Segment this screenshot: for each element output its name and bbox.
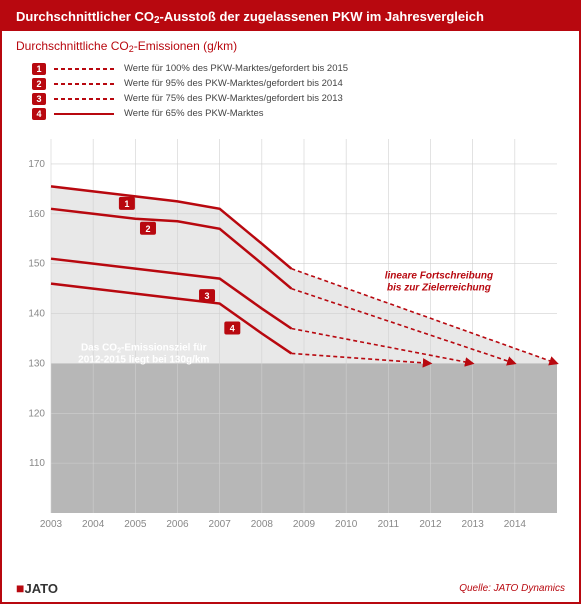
y-tick-label: 150 xyxy=(28,259,45,270)
legend-badge: 1 xyxy=(32,63,46,75)
x-tick-label: 2007 xyxy=(208,519,231,530)
legend-line xyxy=(54,62,114,76)
y-tick-label: 160 xyxy=(28,209,45,220)
subtitle: Durchschnittliche CO2-Emissionen (g/km) xyxy=(2,31,579,57)
x-tick-label: 2006 xyxy=(166,519,189,530)
legend-row: 4 Werte für 65% des PKW-Marktes xyxy=(32,106,549,121)
legend-row: 2 Werte für 95% des PKW-Marktes/gefordert… xyxy=(32,76,549,91)
y-tick-label: 110 xyxy=(29,458,45,469)
svg-text:4: 4 xyxy=(229,323,234,333)
legend-label: Werte für 100% des PKW-Marktes/gefordert… xyxy=(124,63,348,74)
y-tick-label: 120 xyxy=(28,408,45,419)
x-tick-label: 2005 xyxy=(124,519,147,530)
target-annotation: Das CO2-Emissionsziel für2012-2015 liegt… xyxy=(78,342,209,365)
title-bar: Durchschnittlicher CO2-Ausstoß der zugel… xyxy=(2,2,579,31)
legend-row: 1 Werte für 100% des PKW-Marktes/geforder… xyxy=(32,61,549,76)
x-tick-label: 2011 xyxy=(377,519,399,530)
y-tick-label: 140 xyxy=(28,309,45,320)
subtitle-post: -Emissionen (g/km) xyxy=(134,39,237,53)
legend-badge: 4 xyxy=(32,108,46,120)
legend: 1 Werte für 100% des PKW-Marktes/geforder… xyxy=(2,57,579,129)
x-tick-label: 2004 xyxy=(82,519,105,530)
chart: 110 120 130 140 150 160 170 2003 2004 2005 2006 200… xyxy=(11,129,571,539)
series-badge: 2 xyxy=(139,222,155,235)
legend-line xyxy=(54,92,114,106)
x-tick-label: 2014 xyxy=(503,519,526,530)
legend-label: Werte für 75% des PKW-Marktes/gefordert … xyxy=(124,93,343,104)
subtitle-sub: 2 xyxy=(129,44,134,54)
logo: ■JATO xyxy=(16,580,58,596)
series-badge: 1 xyxy=(118,197,134,210)
projection-annotation: lineare Fortschreibungbis zur Zielerreic… xyxy=(384,271,492,294)
y-tick-label: 170 xyxy=(28,159,45,170)
x-tick-label: 2008 xyxy=(250,519,273,530)
svg-text:1: 1 xyxy=(124,199,129,209)
x-tick-label: 2010 xyxy=(335,519,358,530)
legend-badge: 2 xyxy=(32,78,46,90)
container: Durchschnittlicher CO2-Ausstoß der zugel… xyxy=(0,0,581,604)
title-sub: 2 xyxy=(154,15,160,26)
source: Quelle: JATO Dynamics xyxy=(459,583,565,594)
series-badge: 3 xyxy=(199,289,215,302)
legend-line xyxy=(54,107,114,121)
legend-line xyxy=(54,77,114,91)
y-tick-label: 130 xyxy=(28,358,45,369)
x-tick-label: 2013 xyxy=(461,519,484,530)
svg-text:2: 2 xyxy=(145,224,150,234)
chart-svg: 110 120 130 140 150 160 170 2003 2004 2005 2006 200… xyxy=(11,129,571,539)
footer: ■JATO Quelle: JATO Dynamics xyxy=(16,580,565,596)
logo-text: JATO xyxy=(24,581,57,596)
title-pre: Durchschnittlicher CO xyxy=(16,9,154,24)
series-badge: 4 xyxy=(224,321,240,334)
svg-text:3: 3 xyxy=(204,291,209,301)
legend-label: Werte für 65% des PKW-Marktes xyxy=(124,108,264,119)
legend-badge: 3 xyxy=(32,93,46,105)
x-tick-label: 2009 xyxy=(292,519,315,530)
x-tick-label: 2003 xyxy=(39,519,62,530)
legend-row: 3 Werte für 75% des PKW-Marktes/gefordert… xyxy=(32,91,549,106)
title-post: -Ausstoß der zugelassenen PKW im Jahresv… xyxy=(160,9,484,24)
x-tick-label: 2012 xyxy=(419,519,442,530)
subtitle-pre: Durchschnittliche CO xyxy=(16,39,129,53)
legend-label: Werte für 95% des PKW-Marktes/gefordert … xyxy=(124,78,343,89)
